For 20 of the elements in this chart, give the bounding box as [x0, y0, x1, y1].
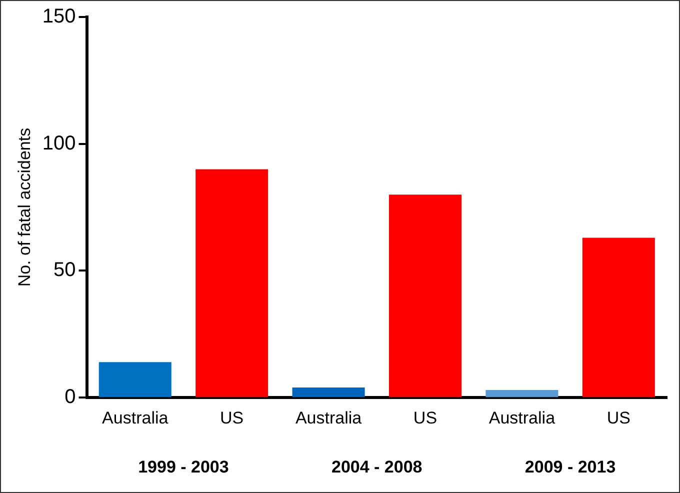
bar	[292, 387, 365, 398]
x-tick-label: Australia	[488, 408, 556, 428]
y-tick-label: 150	[42, 6, 76, 28]
y-axis-title: No. of fatal accidents	[14, 128, 34, 287]
bar	[196, 169, 268, 398]
x-tick-label: Australia	[102, 408, 169, 428]
bar	[388, 194, 462, 398]
x-tick-label: Australia	[295, 408, 362, 428]
text: 2009 - 2013	[524, 458, 616, 477]
x-tick-label: US	[606, 408, 630, 428]
x-tick-label: US	[413, 408, 438, 428]
y-tick-label: 100	[42, 132, 76, 154]
y-tick-label: 50	[54, 259, 76, 282]
text: 2004 - 2008	[332, 458, 422, 477]
bar	[582, 238, 655, 398]
text: 1999 - 2003	[138, 458, 229, 477]
y-tick-label: 0	[64, 386, 76, 408]
x-tick-label: US	[220, 408, 244, 428]
bar	[98, 362, 172, 398]
bar	[486, 390, 558, 398]
